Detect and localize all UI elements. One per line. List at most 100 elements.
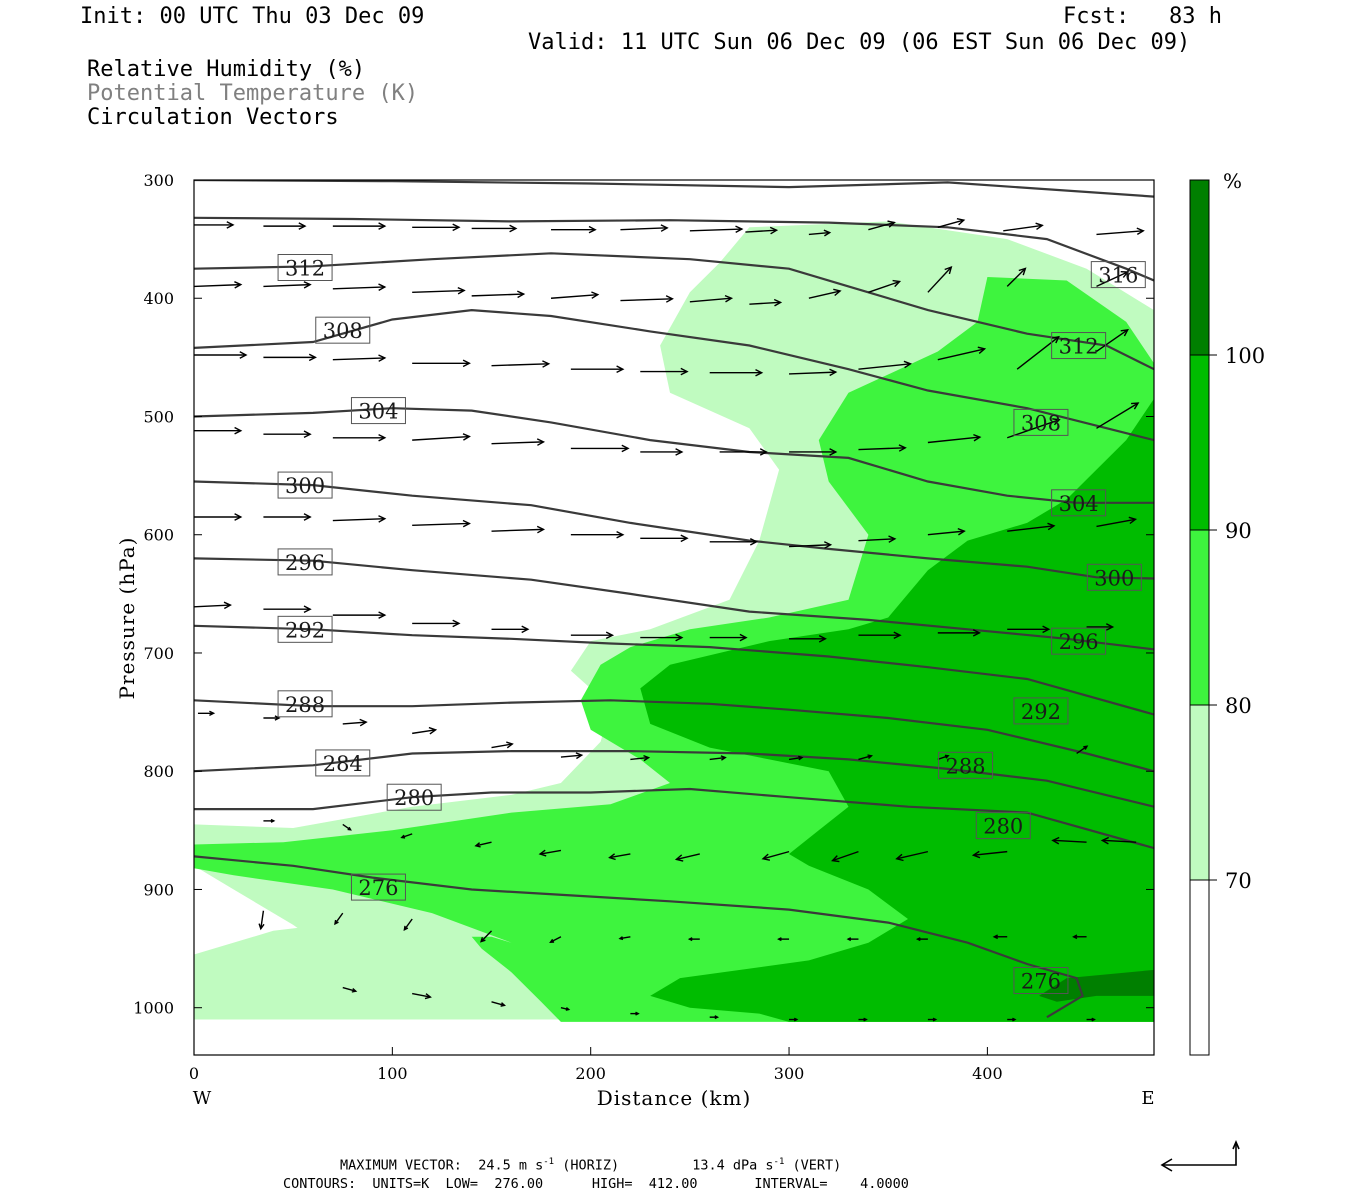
theta-label-276: 276 [1013,967,1069,995]
colorbar-segment [1190,355,1209,530]
colorbar-label: 90 [1225,519,1252,543]
theta-label-292: 292 [277,615,333,643]
x-tick-label: 400 [972,1064,1003,1083]
circulation-vector [1086,1017,1096,1022]
colorbar-label: 70 [1225,869,1252,893]
circulation-vector [808,288,842,299]
circulation-vector [412,519,471,528]
theta-label-288: 288 [938,751,994,779]
east-label: E [1141,1088,1154,1109]
circulation-vector [789,634,827,643]
circulation-vector [992,934,1008,940]
circulation-vector [480,930,493,943]
circulation-vector [858,631,902,640]
contour-labels: 312 308 304 300 296 292 288 284 280 276 316 312 308 3… [277,254,1146,995]
circulation-vector [745,226,779,235]
circulation-vector [263,513,312,521]
circulation-vector [630,754,651,762]
circulation-vector [927,433,982,444]
circulation-vector [937,218,966,228]
theta-label-288: 288 [277,690,333,718]
circulation-vector [630,1011,640,1016]
theta-label-312: 312 [1051,332,1107,360]
circulation-vector [400,833,413,839]
relative-humidity-fill [194,221,1154,1022]
colorbar-segment [1190,530,1209,705]
circulation-vector [491,360,551,368]
circulation-vector [263,353,317,362]
circulation-vector [471,224,518,233]
rh-region-90 [640,398,1154,1022]
circulation-vector [197,710,216,717]
theta-label-276: 276 [350,873,406,901]
theta-contour-304 [194,407,1154,504]
circulation-vector [342,986,358,993]
circulation-vector [474,841,492,848]
circulation-vector [412,726,438,735]
circulation-vector [1007,1017,1017,1022]
circulation-vector [491,741,514,749]
circulation-vector [927,527,966,536]
circulation-vector [620,295,674,303]
theta-label-296: 296 [277,548,333,576]
circulation-vector [194,281,243,289]
theta-label-280: 280 [975,812,1031,840]
svg-text:296: 296 [1059,630,1099,654]
circulation-vector [761,850,790,861]
svg-text:296: 296 [285,551,325,575]
circulation-vector [570,530,625,539]
svg-text:292: 292 [285,618,325,642]
circulation-vector [846,937,859,942]
svg-text:280: 280 [983,815,1023,839]
circulation-vector [858,535,897,543]
circulation-vector [640,633,684,642]
circulation-vector [709,755,727,761]
legend-circulation-vectors: Circulation Vectors [87,105,339,130]
circulation-vector [263,605,312,614]
y-tick-label: 300 [143,171,174,190]
svg-text:312: 312 [1059,335,1099,359]
circulation-vector [937,754,950,761]
circulation-vector [194,351,248,359]
circulation-vector [858,754,874,761]
circulation-vector [1051,836,1087,845]
svg-text:304: 304 [358,400,398,424]
circulation-vector [1096,516,1138,528]
colorbar-segment [1190,705,1209,880]
circulation-vector [263,715,281,721]
circulation-vector [971,850,1008,859]
circulation-vector [709,537,759,546]
colorbar: 100 90 80 70 [1189,179,1265,1056]
circulation-vector [332,611,387,619]
colorbar-frame [1189,179,1210,1056]
circulation-vector [687,937,700,942]
svg-text:284: 284 [323,752,363,776]
circulation-vector [895,850,929,862]
y-tick-label: 800 [143,762,174,781]
circulation-vector [1076,745,1089,755]
circulation-vector [858,444,907,452]
svg-text:276: 276 [1021,970,1061,994]
max-vector-vertical-unit: (VERT) [792,1157,842,1174]
x-tick-label: 300 [774,1064,805,1083]
max-vector-key-arrow [1160,1139,1240,1172]
theta-label-312: 312 [277,254,333,281]
circulation-vector [927,265,953,293]
circulation-vector [618,936,631,941]
circulation-vector [640,534,689,543]
circulation-vector [263,430,312,439]
circulation-vector [937,629,981,637]
circulation-vector [789,541,833,549]
circulation-vector [263,818,276,823]
theta-contour-280 [194,787,1154,850]
circulation-vector [491,625,530,634]
theta-contour-316 [194,216,1154,282]
circulation-vector [332,433,387,442]
potential-temperature-contours [194,180,1154,1019]
circulation-vector [570,365,625,374]
forecast-hour: Fcst: 83 h [1063,4,1222,29]
circulation-vector [915,937,928,942]
circulation-vector [709,633,748,642]
circulation-vector [194,221,235,229]
